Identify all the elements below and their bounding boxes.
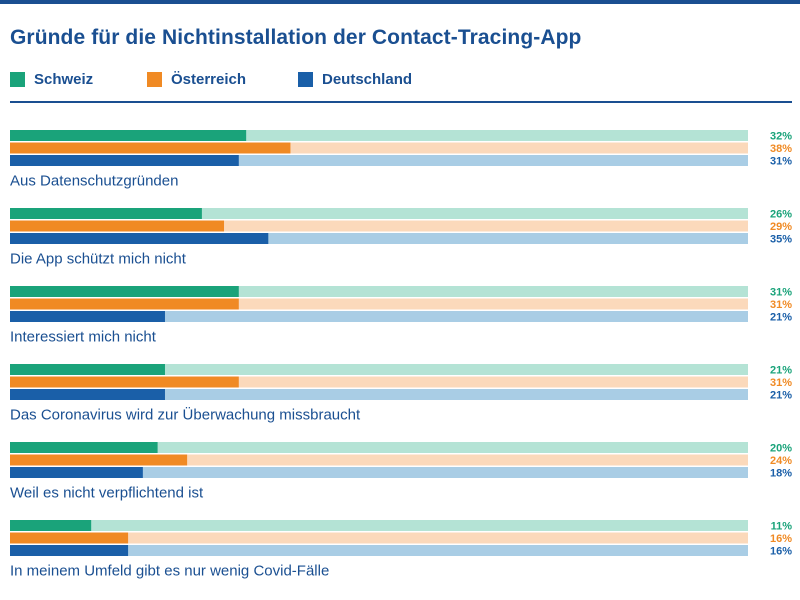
bar-deutschland bbox=[10, 389, 165, 400]
bar-schweiz bbox=[10, 286, 239, 297]
bar-track-schweiz bbox=[10, 364, 748, 375]
bar-track-deutschland bbox=[10, 233, 748, 244]
bar-schweiz bbox=[10, 442, 158, 453]
bar-oesterreich bbox=[10, 298, 239, 310]
category-group: 20%24%18% Weil es nicht verpflichtend ist bbox=[10, 442, 792, 502]
legend-label-oesterreich: Österreich bbox=[171, 70, 247, 88]
chart-title: Gründe für die Nichtinstallation der Con… bbox=[10, 26, 582, 49]
category-label: Die App schützt mich nicht bbox=[10, 251, 187, 268]
category-label: Interessiert mich nicht bbox=[10, 329, 157, 346]
value-label-schweiz: 11% bbox=[771, 521, 793, 533]
value-label-deutschland: 21% bbox=[770, 390, 792, 402]
legend-item-schweiz: Schweiz bbox=[10, 70, 93, 88]
bar-schweiz bbox=[10, 208, 202, 219]
legend-swatch-schweiz bbox=[10, 71, 25, 87]
bar-oesterreich bbox=[10, 532, 129, 544]
value-label-schweiz: 26% bbox=[770, 209, 792, 221]
category-group: 31%31%21%Interessiert mich nicht bbox=[10, 286, 792, 346]
bar-track-deutschland bbox=[10, 389, 748, 400]
bar-schweiz bbox=[10, 364, 165, 375]
bar-track-oesterreich bbox=[10, 454, 748, 466]
category-label: Weil es nicht verpflichtend ist bbox=[10, 485, 204, 502]
bar-oesterreich bbox=[10, 220, 225, 232]
bar-track-deutschland bbox=[10, 311, 748, 322]
value-label-oesterreich: 16% bbox=[770, 533, 792, 545]
bar-deutschland bbox=[10, 311, 165, 322]
value-label-oesterreich: 29% bbox=[770, 221, 792, 233]
category-label: Das Coronavirus wird zur Überwachung mis… bbox=[10, 406, 361, 424]
bar-track-deutschland bbox=[10, 155, 748, 166]
bar-oesterreich bbox=[10, 142, 291, 154]
bar-track-deutschland bbox=[10, 467, 748, 478]
value-label-deutschland: 16% bbox=[770, 546, 792, 558]
bar-oesterreich bbox=[10, 454, 188, 466]
value-label-schweiz: 20% bbox=[770, 443, 792, 455]
value-label-schweiz: 21% bbox=[770, 365, 792, 377]
top-rule bbox=[0, 0, 800, 4]
bar-deutschland bbox=[10, 233, 269, 244]
category-group: 26%29%35% Die App schützt mich nicht bbox=[10, 208, 792, 268]
legend-label-schweiz: Schweiz bbox=[34, 70, 94, 88]
bar-track-oesterreich bbox=[10, 376, 748, 388]
value-label-schweiz: 32% bbox=[770, 131, 792, 143]
bar-track-oesterreich bbox=[10, 532, 748, 544]
legend-divider bbox=[10, 101, 792, 103]
bar-track-schweiz bbox=[10, 286, 748, 297]
category-group: 32%38%31% Aus Datenschutzgründen bbox=[10, 130, 792, 190]
value-label-oesterreich: 38% bbox=[770, 143, 792, 155]
value-label-deutschland: 35% bbox=[770, 234, 792, 246]
value-label-oesterreich: 31% bbox=[770, 377, 792, 389]
legend-swatch-deutschland bbox=[298, 71, 313, 87]
bar-oesterreich bbox=[10, 376, 239, 388]
value-label-oesterreich: 24% bbox=[770, 455, 792, 467]
bar-track-deutschland bbox=[10, 545, 748, 556]
category-label: In meinem Umfeld gibt es nur wenig Covid… bbox=[10, 563, 329, 580]
value-label-deutschland: 21% bbox=[770, 312, 792, 324]
bar-track-oesterreich bbox=[10, 298, 748, 310]
value-label-deutschland: 31% bbox=[770, 156, 792, 168]
legend-swatch-oesterreich bbox=[147, 71, 162, 87]
bar-deutschland bbox=[10, 155, 239, 166]
bar-track-schweiz bbox=[10, 520, 748, 531]
bar-deutschland bbox=[10, 545, 129, 556]
bar-track-schweiz bbox=[10, 442, 748, 453]
value-label-schweiz: 31% bbox=[770, 287, 792, 299]
value-label-oesterreich: 31% bbox=[770, 299, 792, 311]
category-group: 11%16%16%In meinem Umfeld gibt es nur we… bbox=[10, 520, 792, 580]
bar-track-schweiz bbox=[10, 208, 748, 219]
value-label-deutschland: 18% bbox=[770, 468, 792, 480]
bar-deutschland bbox=[10, 467, 143, 478]
category-label: Aus Datenschutzgründen bbox=[10, 173, 178, 190]
bar-track-schweiz bbox=[10, 130, 748, 141]
legend-item-deutschland: Deutschland bbox=[298, 70, 412, 88]
legend-item-oesterreich: Österreich bbox=[147, 70, 246, 88]
legend-label-deutschland: Deutschland bbox=[322, 70, 413, 88]
category-group: 21%31%21% Das Coronavirus wird zur Überwa… bbox=[10, 364, 792, 424]
bar-schweiz bbox=[10, 520, 92, 531]
bar-track-oesterreich bbox=[10, 220, 748, 232]
bar-track-oesterreich bbox=[10, 142, 748, 154]
bar-schweiz bbox=[10, 130, 247, 141]
